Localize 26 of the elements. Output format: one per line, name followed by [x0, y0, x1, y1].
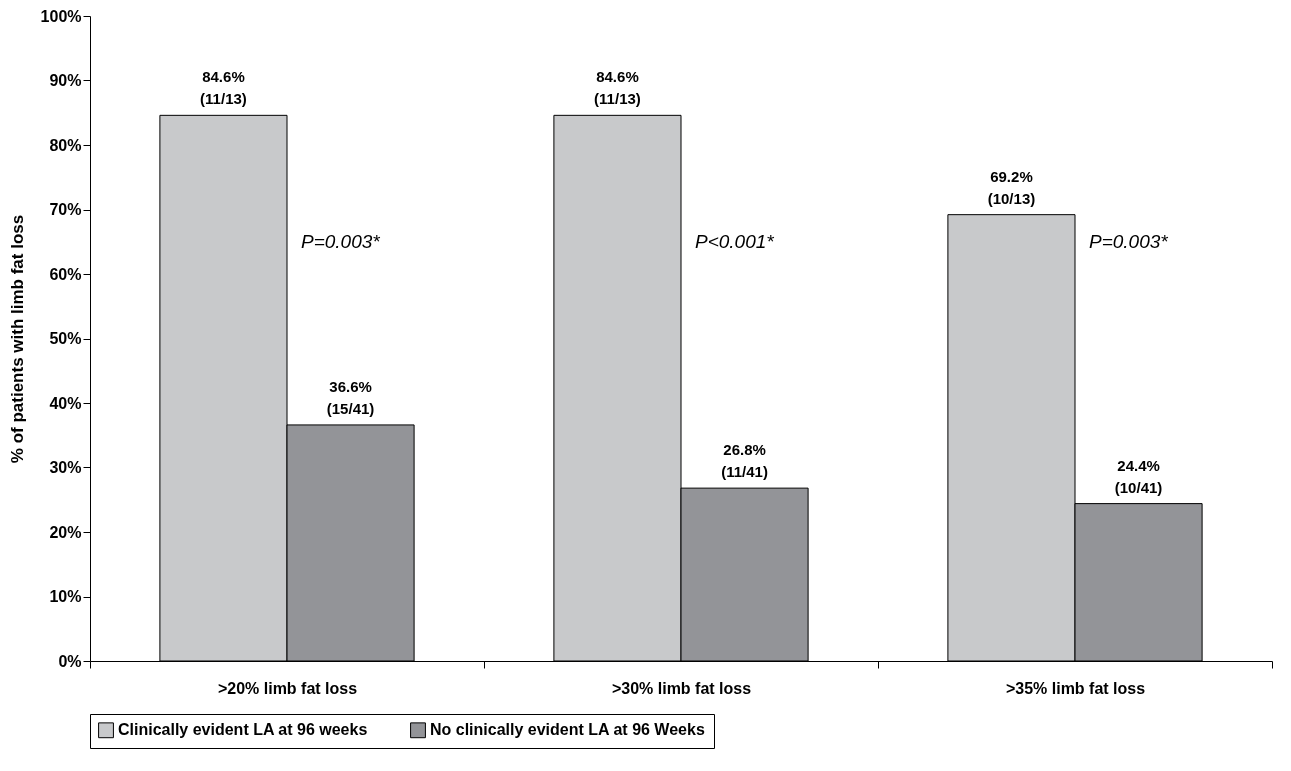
y-tick-label: 20%: [49, 523, 82, 541]
x-tick-label: >35% limb fat loss: [1005, 679, 1146, 697]
y-tick-label: 0%: [58, 652, 82, 670]
x-tick-label: >20% limb fat loss: [217, 679, 358, 697]
data-label: 24.4% (10/41): [1114, 456, 1163, 496]
data-label: 69.2% (10/13): [987, 167, 1036, 207]
y-tick-label: 50%: [49, 330, 82, 347]
y-tick-label: 10%: [49, 588, 82, 605]
annotation: P=0.003*: [1089, 230, 1169, 252]
annotation: P<0.001*: [695, 230, 775, 252]
legend-label: Clinically evident LA at 96 weeks: [118, 721, 368, 739]
y-tick-label: 40%: [49, 394, 82, 412]
data-label: 26.8% (11/41): [721, 441, 768, 481]
x-tick-label: >30% limb fat loss: [611, 679, 752, 697]
annotation: P=0.003*: [301, 230, 381, 252]
y-tick-label: 100%: [40, 7, 82, 25]
data-label: 84.6% (11/13): [594, 68, 641, 108]
y-axis-title: % of patients with limb fat loss: [7, 214, 27, 464]
y-tick-label: 90%: [49, 72, 82, 89]
legend-label: No clinically evident LA at 96 Weeks: [430, 721, 705, 739]
y-tick-label: 30%: [49, 459, 82, 476]
y-tick-label: 70%: [49, 201, 82, 218]
data-label: 84.6% (11/13): [200, 68, 247, 108]
data-label: 36.6% (15/41): [326, 377, 375, 417]
y-tick-label: 80%: [49, 136, 82, 154]
y-tick-label: 60%: [49, 265, 82, 283]
